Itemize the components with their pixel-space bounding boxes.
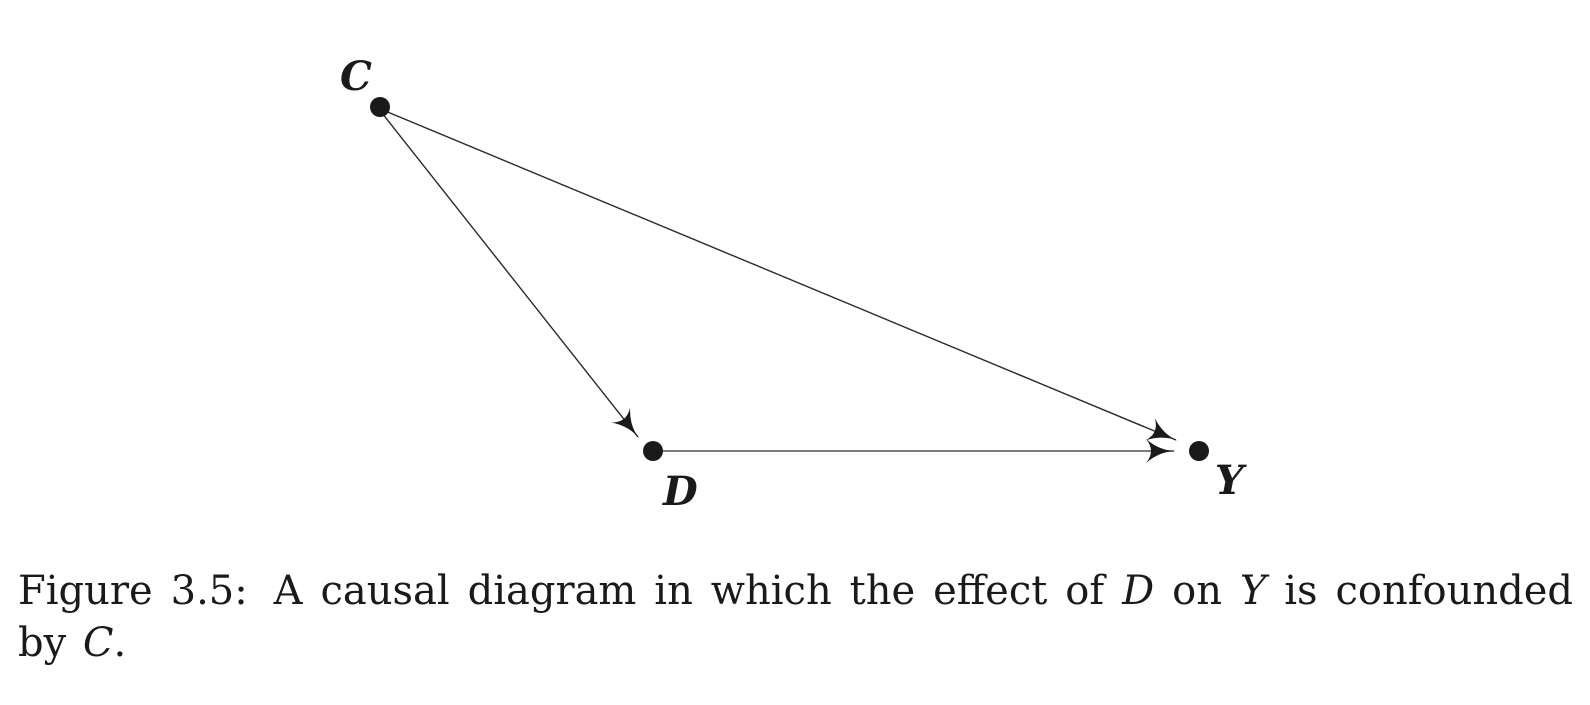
node-label-y: Y — [1215, 457, 1247, 504]
node-label-c: C — [340, 53, 372, 100]
edge-c-to-d — [377, 107, 640, 439]
caption-var-c: C — [82, 620, 114, 666]
node-y — [1189, 441, 1209, 461]
figure-number: Figure 3.5: — [18, 568, 248, 614]
node-d — [643, 441, 663, 461]
caption-text-part3: is confounded by — [18, 568, 1574, 666]
node-label-d: D — [662, 468, 698, 515]
caption-end: . — [113, 620, 127, 666]
caption-text-part2: on — [1172, 568, 1222, 614]
caption-text-part1: A causal diagram in which the effect of — [273, 568, 1105, 614]
causal-diagram: C D Y — [340, 53, 1247, 515]
figure-caption: Figure 3.5: A causal diagram in which th… — [18, 565, 1573, 669]
caption-var-d: D — [1122, 568, 1155, 614]
caption-var-y: Y — [1239, 568, 1267, 614]
node-c — [370, 97, 390, 117]
edge-c-to-y — [377, 107, 1178, 441]
